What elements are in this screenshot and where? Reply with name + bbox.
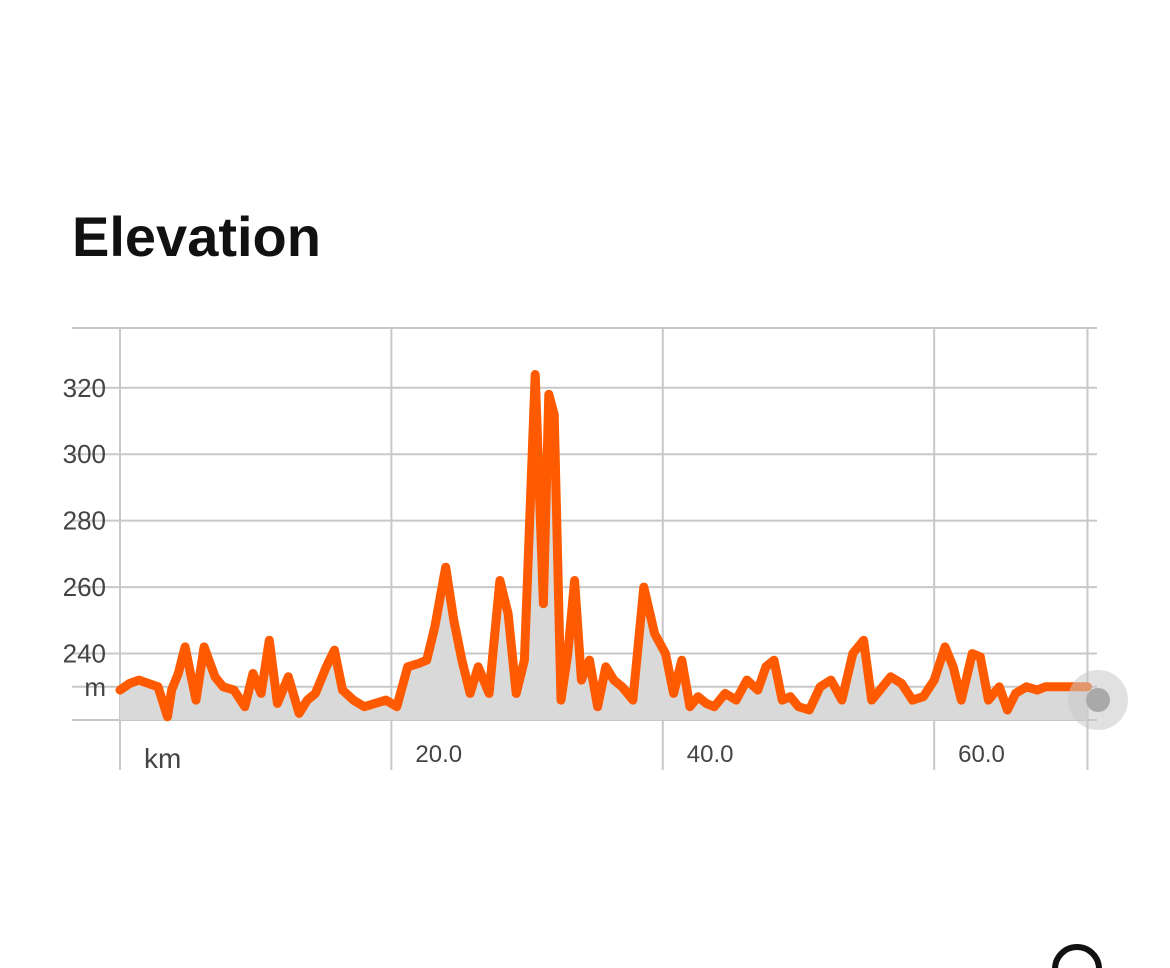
y-tick-label: 280 <box>63 506 106 536</box>
x-tick-label: 60.0 <box>958 741 1005 768</box>
y-tick-label: 240 <box>63 639 106 669</box>
elevation-line <box>115 370 1092 722</box>
scrub-handle[interactable] <box>1068 670 1128 730</box>
y-tick-label: m <box>84 672 106 702</box>
scrub-handle-dot[interactable] <box>1086 688 1110 712</box>
y-tick-label: 300 <box>63 439 106 469</box>
x-tick-label: 40.0 <box>687 741 734 768</box>
x-axis-label: km <box>144 743 181 774</box>
info-icon[interactable] <box>1052 944 1102 968</box>
x-tick-label: 20.0 <box>415 741 462 768</box>
section-title: Elevation <box>72 205 321 268</box>
area-layer <box>115 370 1092 722</box>
y-tick-label: 320 <box>63 373 106 403</box>
elevation-chart: m 240 260 280 300 320 20.0 40.0 60.0 km <box>0 300 1170 800</box>
y-tick-label: 260 <box>63 572 106 602</box>
